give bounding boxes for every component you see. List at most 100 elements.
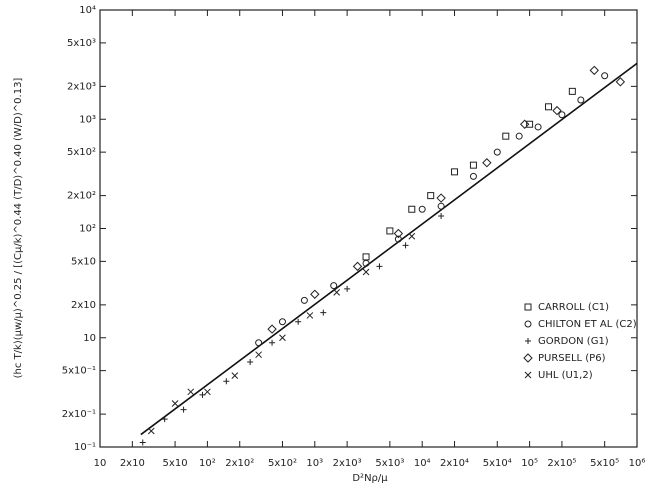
marker-cross [171, 400, 179, 407]
marker-cross [333, 289, 341, 296]
x-tick-label: 10 [94, 458, 107, 469]
marker-square [386, 227, 394, 235]
y-tick-label: 5x10 [71, 256, 96, 267]
legend-label: GORDON (G1) [538, 336, 609, 347]
x-tick-label: 5x10⁴ [483, 458, 512, 469]
marker-circle [278, 318, 286, 326]
y-tick-label: 10 [83, 333, 96, 344]
y-tick-label: 10² [79, 224, 96, 235]
legend-label: PURSELL (P6) [538, 353, 606, 364]
marker-cross [147, 427, 155, 435]
marker-circle [394, 235, 402, 243]
y-axis-label: (hc T/k)(μw/μ)^0.25 / [(Cμ/k)^0.44 (T/D)… [13, 78, 24, 379]
marker-plus [223, 378, 230, 385]
marker-circle [577, 96, 585, 104]
marker-plus [402, 242, 409, 249]
marker-plus [139, 439, 146, 446]
marker-cross [408, 232, 416, 240]
x-tick-label: 2x10² [225, 458, 254, 469]
legend-marker [524, 371, 532, 379]
marker-diamond [615, 77, 626, 87]
marker-square [362, 253, 370, 261]
x-tick-label: 10² [199, 458, 216, 469]
marker-diamond [352, 261, 363, 272]
x-tick-label: 2x10⁵ [547, 458, 576, 469]
marker-circle [437, 202, 445, 210]
marker-plus [376, 263, 383, 270]
marker-square [545, 103, 553, 111]
marker-circle [255, 339, 263, 347]
marker-circle [558, 111, 566, 119]
marker-square [469, 161, 477, 169]
marker-square [427, 192, 435, 200]
marker-circle [418, 205, 426, 213]
x-tick-label: 10⁵ [521, 458, 538, 469]
fit-line [140, 62, 638, 436]
marker-plus [438, 213, 445, 220]
y-tick-label: 2x10³ [67, 81, 96, 92]
marker-diamond [393, 228, 404, 239]
x-tick-label: 10³ [306, 458, 323, 469]
y-tick-label: 5x10⁻¹ [62, 366, 96, 377]
y-tick-label: 10⁴ [79, 5, 96, 16]
marker-plus [247, 358, 254, 365]
x-tick-label: 5x10 [163, 458, 188, 469]
marker-diamond [482, 158, 492, 168]
y-tick-label: 5x10² [67, 147, 96, 158]
marker-cross [306, 312, 314, 319]
y-tick-label: 10³ [79, 114, 96, 125]
marker-cross [187, 388, 195, 396]
y-tick-label: 5x10³ [67, 38, 96, 49]
marker-diamond [589, 65, 599, 76]
marker-cross [204, 388, 211, 396]
marker-square [408, 205, 416, 213]
marker-plus [161, 416, 168, 423]
plot-frame [99, 9, 638, 448]
legend-marker [523, 353, 533, 363]
marker-circle [469, 172, 477, 180]
legend-marker [525, 338, 531, 344]
marker-diamond [552, 105, 562, 116]
marker-circle [362, 259, 370, 267]
legend-label: CARROLL (C1) [538, 302, 609, 313]
legend-label: UHL (U1,2) [538, 370, 593, 381]
marker-circle [493, 148, 501, 156]
marker-circle [534, 123, 542, 131]
x-tick-label: 5x10³ [375, 458, 404, 469]
x-tick-label: 10⁶ [629, 458, 645, 469]
y-tick-label: 10⁻¹ [74, 442, 96, 453]
x-tick-label: 10⁴ [414, 458, 431, 469]
marker-plus [180, 406, 187, 413]
legend-marker [524, 303, 532, 311]
marker-circle [515, 132, 523, 140]
marker-circle [300, 296, 308, 304]
marker-square [451, 168, 459, 176]
marker-circle [601, 72, 609, 80]
x-tick-label: 2x10³ [333, 458, 362, 469]
y-tick-label: 2x10⁻¹ [62, 409, 96, 420]
marker-circle [330, 282, 338, 290]
marker-plus [295, 318, 302, 325]
marker-square [568, 87, 576, 95]
x-tick-label: 2x10 [120, 458, 145, 469]
marker-diamond [310, 289, 320, 299]
marker-diamond [267, 324, 277, 334]
marker-square [526, 120, 534, 128]
marker-cross [255, 351, 262, 359]
legend-marker [524, 320, 532, 328]
legend-label: CHILTON ET AL (C2) [538, 319, 637, 330]
marker-plus [320, 309, 327, 316]
y-tick-label: 2x10 [71, 300, 96, 311]
marker-diamond [519, 119, 530, 129]
x-tick-label: 5x10² [268, 458, 297, 469]
marker-cross [362, 268, 370, 276]
marker-diamond [436, 193, 446, 203]
marker-cross [279, 334, 286, 342]
marker-plus [269, 339, 276, 346]
marker-plus [344, 285, 351, 292]
x-tick-label: 5x10⁵ [590, 458, 619, 469]
marker-cross [231, 372, 239, 379]
x-axis-label: D²Nρ/μ [352, 473, 388, 484]
marker-square [502, 132, 510, 140]
